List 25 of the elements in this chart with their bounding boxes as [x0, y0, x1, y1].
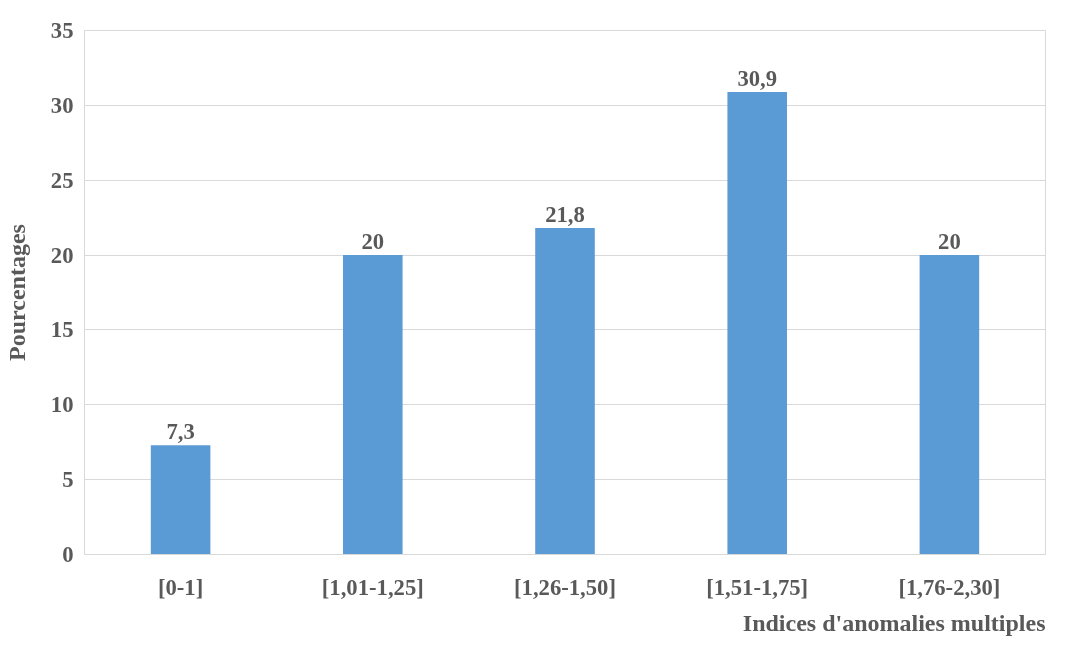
y-tick-label: 30: [50, 92, 74, 118]
x-tick-label: [1,26-1,50]: [514, 574, 616, 600]
bar: [343, 255, 403, 555]
data-label: 20: [938, 229, 961, 255]
x-tick-label: [1,76-2,30]: [898, 574, 1001, 600]
data-label: 20: [361, 229, 385, 255]
data-label: 30,9: [737, 65, 778, 91]
y-axis-title: Pourcentages: [3, 224, 30, 361]
y-tick-label: 5: [62, 467, 74, 493]
data-label: 21,8: [545, 202, 585, 228]
bar: [727, 91, 787, 555]
y-tick-label: 25: [50, 167, 74, 193]
x-axis-title: Indices d'anomalies multiples: [742, 609, 1046, 636]
x-tick-label: [0-1]: [157, 574, 204, 600]
data-label: 7,3: [166, 419, 195, 445]
y-tick-label: 10: [50, 392, 74, 418]
y-tick-label: 0: [62, 542, 74, 567]
bar: [919, 255, 980, 555]
x-tick-label: [1,51-1,75]: [706, 574, 809, 600]
x-tick-label: [1,01-1,25]: [321, 574, 424, 600]
y-tick-label: 35: [50, 18, 74, 43]
bar: [150, 445, 211, 555]
y-tick-label: 15: [50, 317, 74, 343]
bar: [535, 228, 595, 555]
y-tick-label: 20: [50, 242, 74, 268]
